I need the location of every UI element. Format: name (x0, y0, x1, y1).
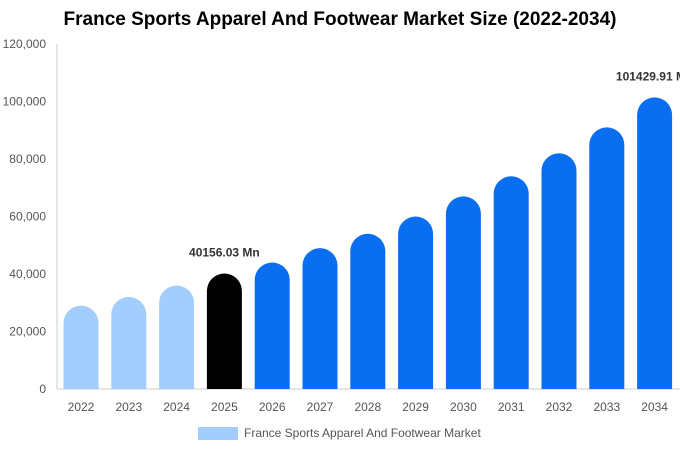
bar-2027 (302, 248, 338, 389)
x-tick-label: 2026 (259, 400, 286, 414)
x-tick-label: 2022 (68, 400, 95, 414)
data-label-2034: 101429.91 Mn (616, 69, 680, 83)
x-tick-label: 2029 (402, 400, 429, 414)
x-tick-label: 2027 (307, 400, 334, 414)
chart-title: France Sports Apparel And Footwear Marke… (63, 9, 617, 30)
x-tick-label: 2033 (593, 400, 620, 414)
bar-2030 (445, 196, 481, 389)
y-tick-label: 40,000 (9, 267, 46, 281)
x-tick-label: 2025 (211, 400, 238, 414)
bar-2028 (350, 233, 386, 389)
x-tick-label: 2032 (546, 400, 573, 414)
y-axis: 0 20,000 40,000 60,000 80,000 100,000 120,000 (3, 37, 680, 396)
bar-2025 (206, 273, 242, 389)
bar-2034 (637, 97, 673, 389)
data-labels: 40156.03 Mn 101429.91 Mn (189, 69, 680, 259)
y-tick-label: 100,000 (3, 95, 47, 109)
data-label-2025: 40156.03 Mn (189, 246, 260, 260)
bar-2022 (63, 305, 99, 389)
bars (63, 97, 673, 389)
legend-swatch (198, 426, 238, 440)
y-tick-label: 0 (39, 382, 46, 396)
x-tick-label: 2034 (641, 400, 668, 414)
bar-2023 (111, 297, 147, 389)
bar-2029 (398, 216, 434, 389)
x-axis: 2022 2023 2024 2025 2026 2027 2028 2029 2030 2031… (68, 400, 669, 414)
x-tick-label: 2030 (450, 400, 477, 414)
x-tick-label: 2028 (354, 400, 381, 414)
bar-2032 (541, 153, 577, 389)
x-tick-label: 2024 (163, 400, 190, 414)
bar-2031 (493, 176, 529, 389)
legend: France Sports Apparel And Footwear Marke… (198, 426, 481, 440)
y-tick-label: 20,000 (9, 325, 46, 339)
y-tick-label: 60,000 (9, 210, 46, 224)
x-tick-label: 2023 (115, 400, 142, 414)
bar-2026 (254, 262, 290, 389)
x-tick-label: 2031 (498, 400, 525, 414)
legend-label: France Sports Apparel And Footwear Marke… (244, 426, 481, 440)
y-tick-label: 120,000 (3, 37, 47, 51)
bar-2024 (159, 285, 195, 389)
bar-2033 (589, 127, 625, 389)
y-tick-label: 80,000 (9, 152, 46, 166)
